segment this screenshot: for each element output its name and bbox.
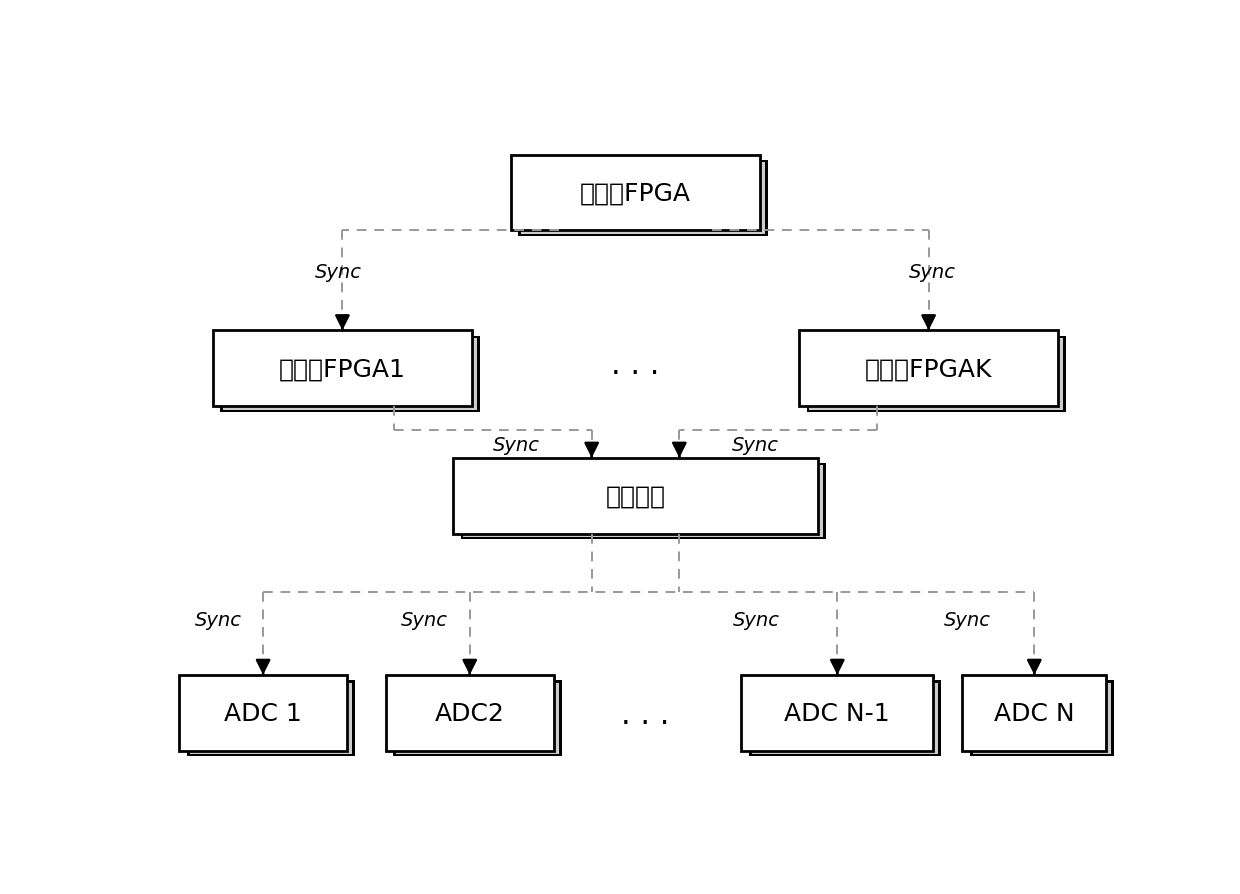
Text: . . .: . . . bbox=[621, 700, 670, 729]
Bar bbox=[806, 336, 1066, 412]
Text: Sync: Sync bbox=[944, 611, 991, 629]
Bar bbox=[386, 675, 554, 751]
Text: Sync: Sync bbox=[492, 435, 539, 454]
Bar bbox=[742, 675, 934, 751]
Bar bbox=[453, 459, 818, 534]
Bar bbox=[221, 336, 480, 412]
Text: Sync: Sync bbox=[315, 263, 362, 282]
Text: ADC2: ADC2 bbox=[435, 701, 505, 725]
Bar bbox=[179, 675, 347, 751]
Text: 同步模块: 同步模块 bbox=[605, 485, 666, 508]
Bar bbox=[511, 156, 760, 232]
Bar bbox=[749, 680, 941, 756]
Bar bbox=[393, 680, 562, 756]
Bar bbox=[751, 683, 939, 755]
Bar bbox=[187, 680, 355, 756]
Text: Sync: Sync bbox=[733, 611, 780, 629]
Bar bbox=[190, 683, 352, 755]
Bar bbox=[518, 161, 768, 237]
Bar bbox=[799, 331, 1059, 407]
Bar bbox=[464, 466, 823, 537]
Bar bbox=[521, 163, 765, 234]
Text: ADC N-1: ADC N-1 bbox=[785, 701, 890, 725]
Bar bbox=[962, 675, 1106, 751]
Text: Sync: Sync bbox=[732, 435, 779, 454]
Text: ADC N: ADC N bbox=[994, 701, 1075, 725]
Text: 处理端FPGA: 处理端FPGA bbox=[580, 181, 691, 206]
Text: Sync: Sync bbox=[909, 263, 956, 282]
Bar bbox=[460, 464, 826, 540]
Text: Sync: Sync bbox=[401, 611, 448, 629]
Bar bbox=[973, 683, 1111, 755]
Text: ADC 1: ADC 1 bbox=[224, 701, 303, 725]
Text: 接收端FPGA1: 接收端FPGA1 bbox=[279, 357, 405, 381]
Bar bbox=[223, 339, 477, 410]
Bar bbox=[810, 339, 1063, 410]
Text: Sync: Sync bbox=[195, 611, 242, 629]
Text: . . .: . . . bbox=[611, 351, 660, 380]
Bar bbox=[213, 331, 472, 407]
Bar bbox=[970, 680, 1114, 756]
Bar bbox=[397, 683, 558, 755]
Text: 接收端FPGAK: 接收端FPGAK bbox=[864, 357, 992, 381]
